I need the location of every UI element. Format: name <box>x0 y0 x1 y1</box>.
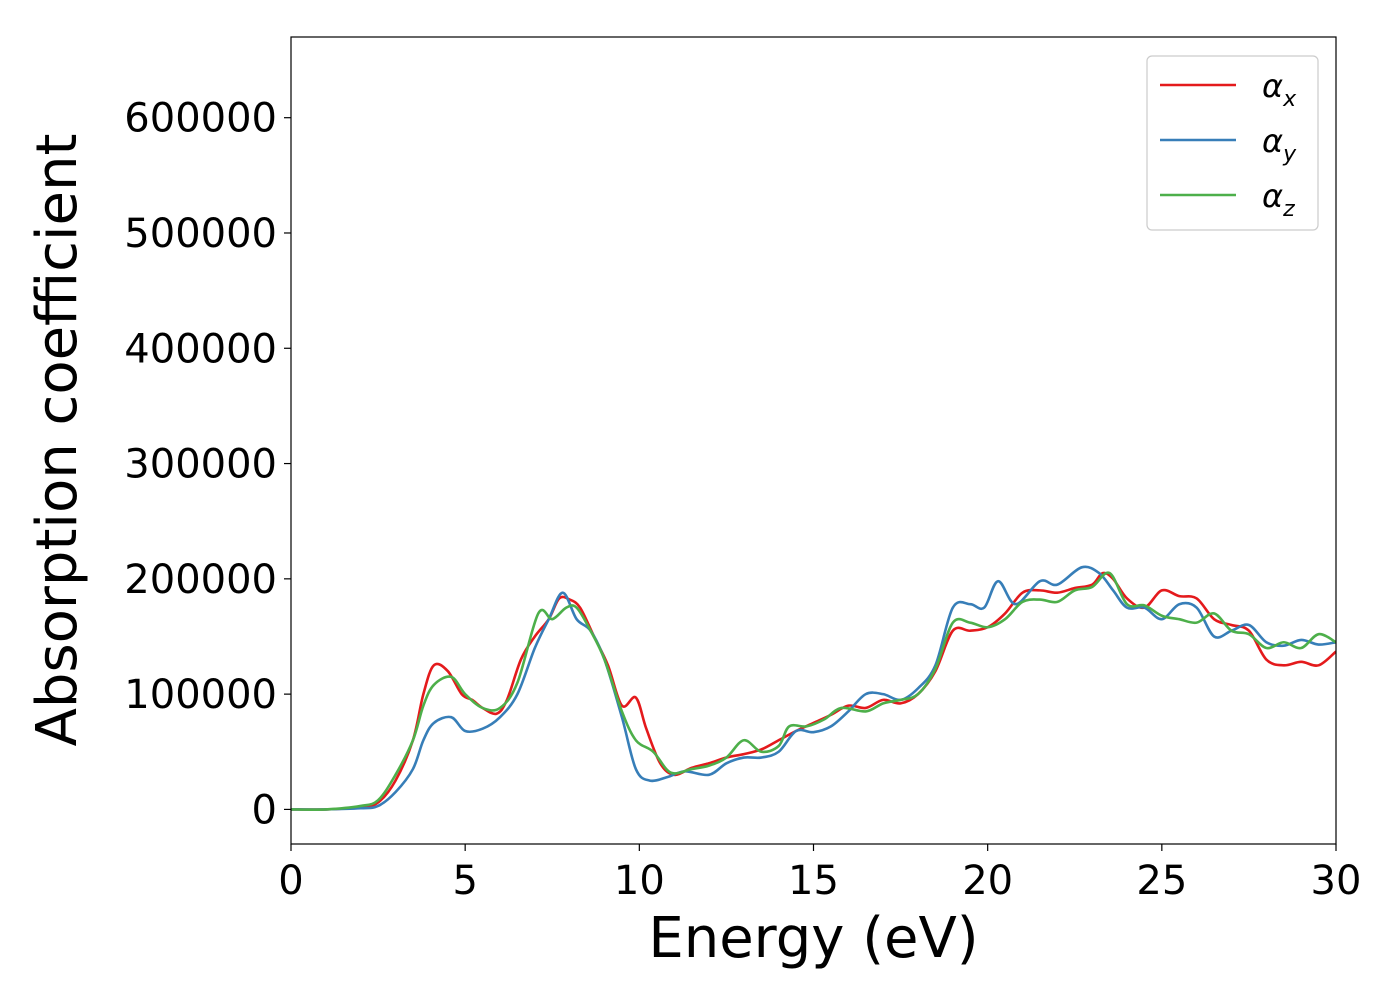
legend-label-subscript: y <box>1282 142 1297 167</box>
series-line-alpha-z <box>291 571 1336 811</box>
x-axis: 0 5 10 15 20 25 30 <box>278 844 1361 904</box>
y-axis-title: Absorption coefficient <box>25 134 90 747</box>
series-line-alpha-y <box>291 565 1336 811</box>
series-layer <box>291 565 1336 811</box>
legend-label-alpha-x: αx <box>1262 67 1297 112</box>
y-tick-label: 400000 <box>124 326 277 372</box>
x-tick-label: 15 <box>788 858 839 904</box>
legend-label-alpha-y: αy <box>1262 122 1297 167</box>
x-tick-label: 25 <box>1136 858 1187 904</box>
x-tick-label: 0 <box>278 858 303 904</box>
legend-label-subscript: z <box>1282 197 1295 222</box>
y-tick-label: 0 <box>252 787 277 833</box>
y-tick-label: 500000 <box>124 211 277 257</box>
legend-label-subscript: x <box>1282 87 1297 112</box>
legend-label-symbol: α <box>1262 177 1283 215</box>
legend-label-symbol: α <box>1262 122 1283 160</box>
x-tick-label: 10 <box>614 858 665 904</box>
y-tick-label: 100000 <box>124 672 277 718</box>
y-axis: 0 100000 200000 300000 400000 500000 600000 <box>124 96 291 833</box>
legend-label-alpha-z: αz <box>1262 177 1295 222</box>
y-tick-label: 600000 <box>124 96 277 142</box>
x-tick-label: 20 <box>962 858 1013 904</box>
y-tick-label: 300000 <box>124 442 277 488</box>
legend-label-symbol: α <box>1262 67 1283 105</box>
x-axis-title: Energy (eV) <box>648 906 978 971</box>
x-tick-label: 30 <box>1311 858 1362 904</box>
x-tick-label: 5 <box>452 858 477 904</box>
y-tick-label: 200000 <box>124 557 277 603</box>
legend-box <box>1146 55 1319 231</box>
